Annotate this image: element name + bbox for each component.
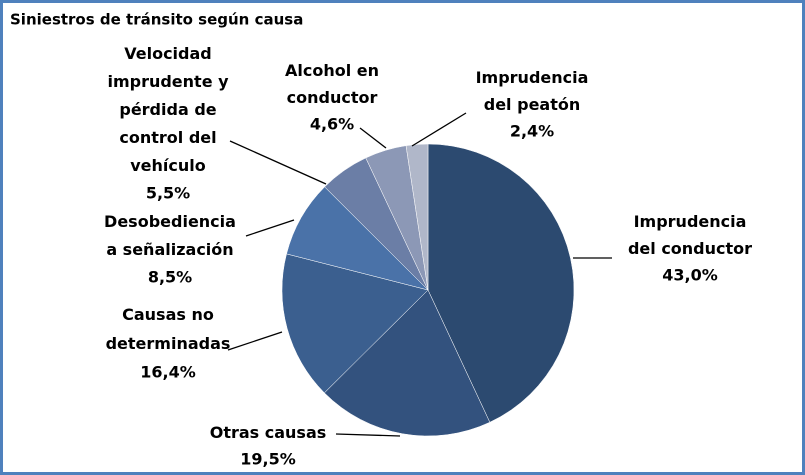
value-label: 8,5% bbox=[148, 268, 192, 287]
slice-label: Desobediencia a señalización bbox=[104, 212, 236, 259]
value-label: 4,6% bbox=[310, 115, 354, 134]
leader-line bbox=[227, 331, 283, 351]
slice-label: Imprudencia del peatón bbox=[476, 68, 589, 114]
leader-line bbox=[411, 112, 467, 147]
pie-slice bbox=[405, 143, 429, 291]
chart-title: Siniestros de tránsito según causa bbox=[10, 11, 303, 29]
leader-line bbox=[229, 140, 327, 185]
leader-line bbox=[335, 433, 401, 437]
slice-label: Causas no determinadas bbox=[106, 305, 231, 353]
value-label: 2,4% bbox=[510, 122, 554, 141]
slice-label: Otras causas bbox=[210, 423, 327, 442]
pie-slice bbox=[281, 253, 429, 394]
leader-line bbox=[245, 219, 295, 237]
pie-slice bbox=[324, 289, 491, 437]
slice-label: Imprudencia del conductor bbox=[628, 212, 752, 258]
value-label: 43,0% bbox=[662, 266, 718, 285]
slice-label: Alcohol en conductor bbox=[285, 61, 379, 107]
value-label: 5,5% bbox=[146, 184, 190, 203]
pie-slice bbox=[427, 143, 575, 423]
value-label: 16,4% bbox=[140, 363, 196, 382]
value-label: 19,5% bbox=[240, 450, 296, 469]
leader-line bbox=[359, 127, 387, 149]
slice-label: Velocidad imprudente y pérdida de control d… bbox=[107, 44, 229, 175]
